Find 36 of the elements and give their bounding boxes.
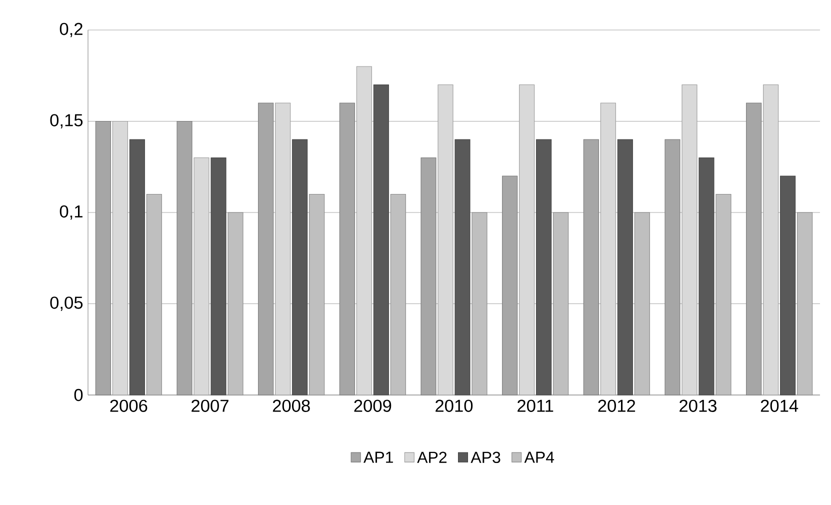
legend-label: AP3 <box>470 452 500 464</box>
legend-label: AP4 <box>524 452 554 463</box>
y-tick-label: 0,05 <box>50 296 83 311</box>
legend-label: AP1 <box>364 452 393 463</box>
x-tick-label: 2008 <box>272 400 310 412</box>
bar <box>210 157 226 396</box>
bar <box>780 176 796 396</box>
y-tick-label: 0,2 <box>60 22 82 38</box>
x-tick-label: 2009 <box>354 400 392 412</box>
x-tick-label: 2006 <box>110 400 148 412</box>
bar <box>536 139 552 396</box>
bar <box>129 139 145 396</box>
y-tick-label: 0 <box>74 388 83 402</box>
bar <box>698 157 714 396</box>
x-tick-label: 2011 <box>518 400 554 412</box>
bar <box>763 84 779 396</box>
bar <box>292 139 308 396</box>
bar <box>275 102 291 396</box>
bar <box>454 139 470 396</box>
bar <box>356 66 372 396</box>
bar <box>682 84 698 396</box>
bar <box>194 157 210 396</box>
bar <box>617 139 633 396</box>
y-tick-label: 0,1 <box>60 205 82 220</box>
legend-label: AP2 <box>417 452 447 463</box>
bar <box>600 102 616 396</box>
x-tick-label: 2013 <box>680 400 717 412</box>
bar <box>112 120 128 396</box>
y-tick-label: 0,15 <box>50 114 83 128</box>
x-tick-label: 2007 <box>192 400 228 412</box>
x-tick-label: 2014 <box>760 400 798 412</box>
x-tick-label: 2010 <box>436 400 473 412</box>
bar <box>373 84 389 396</box>
bar <box>438 84 454 396</box>
bar <box>519 84 535 396</box>
x-tick-label: 2012 <box>598 400 636 412</box>
